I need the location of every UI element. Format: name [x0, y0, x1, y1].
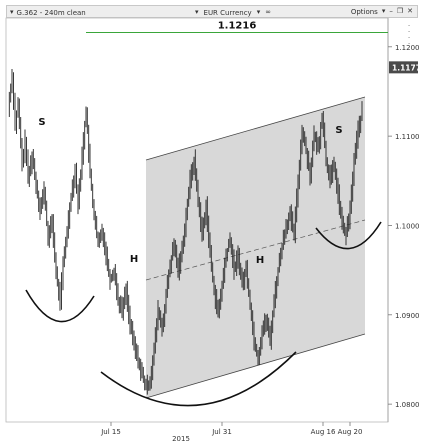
resistance-label: 1.1216	[218, 21, 257, 32]
instrument-dropdown-icon[interactable]: ▾	[256, 8, 261, 16]
pattern-label: H	[130, 254, 138, 265]
right-shoulder-arc	[315, 221, 382, 250]
head-arc	[100, 351, 297, 407]
neckline	[145, 219, 366, 281]
chart-dropdown-icon[interactable]: ▾	[195, 8, 199, 16]
y-tick-label: 1.0800	[395, 401, 420, 409]
scale-marker: -	[408, 40, 410, 47]
x-tick-label: Jul 15	[100, 428, 121, 436]
options-menu[interactable]: Options	[350, 7, 378, 16]
chart-settings-label: G.362 - 240m clean	[16, 8, 86, 17]
minimize-icon[interactable]: –	[389, 7, 393, 15]
x-year-label: 2015	[172, 435, 190, 442]
instrument-label[interactable]: EUR Currency	[203, 8, 252, 17]
current-price-badge	[389, 61, 418, 74]
pattern-label: S	[335, 125, 342, 136]
y-tick-label: 1.0900	[395, 312, 420, 320]
y-tick-label: 1.1000	[395, 222, 420, 230]
scale-marker: -	[408, 22, 410, 29]
x-tick-label: Aug 20	[338, 428, 363, 436]
restore-icon[interactable]: ❐	[396, 7, 404, 15]
x-tick-label: Jul 31	[211, 428, 232, 436]
current-price-label: 1.1177	[392, 63, 421, 72]
y-tick-label: 1.1200	[395, 44, 420, 52]
channel-upper-line	[145, 96, 366, 161]
pattern-label: H	[256, 255, 264, 266]
pattern-label: S	[38, 117, 45, 128]
options-dropdown-icon[interactable]: ▾	[381, 7, 386, 15]
left-shoulder-arc	[25, 289, 95, 323]
scale-marker: -	[408, 34, 410, 41]
chart-menu-icon[interactable]: ▾	[10, 8, 14, 16]
x-tick-label: Aug 16	[311, 428, 336, 436]
close-icon[interactable]: ✕	[407, 7, 413, 15]
y-tick-label: 1.1100	[395, 133, 420, 141]
chart-title-bar: ▾ G.362 - 240m clean ▾ EUR Currency ▾ ∞ …	[6, 5, 418, 18]
link-icon[interactable]: ∞	[265, 8, 272, 16]
scale-marker: -	[408, 28, 410, 35]
channel-lower-line	[145, 333, 366, 399]
